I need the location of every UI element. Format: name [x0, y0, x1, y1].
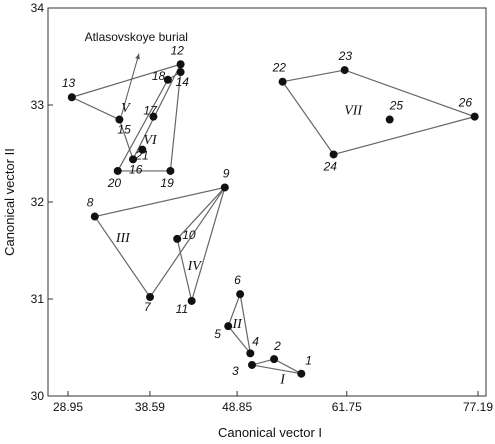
- point-label-24: 24: [323, 159, 338, 173]
- point-label-22: 22: [272, 61, 287, 75]
- data-point-8: [90, 212, 99, 221]
- data-point-1: [297, 369, 306, 378]
- point-label-3: 3: [232, 364, 239, 378]
- data-point-7: [146, 293, 155, 302]
- point-label-21: 21: [134, 149, 148, 163]
- data-point-17: [149, 112, 158, 121]
- point-label-5: 5: [214, 327, 221, 341]
- data-point-2: [270, 355, 279, 364]
- data-point-20: [113, 166, 122, 175]
- point-label-2: 2: [273, 339, 281, 353]
- data-point-4: [246, 349, 255, 358]
- y-axis-label: Canonical vector II: [2, 148, 17, 256]
- data-point-15: [115, 115, 124, 124]
- data-point-24: [329, 150, 338, 159]
- point-label-23: 23: [338, 49, 353, 63]
- point-label-9: 9: [223, 166, 230, 180]
- x-axis-label: Canonical vector I: [218, 425, 322, 440]
- point-label-11: 11: [176, 302, 188, 316]
- point-label-26: 26: [458, 96, 473, 110]
- y-tick-label: 30: [31, 389, 45, 403]
- group-label-iii: III: [115, 231, 131, 246]
- point-label-10: 10: [182, 228, 196, 242]
- data-point-10: [173, 234, 182, 243]
- data-point-18: [163, 75, 172, 84]
- x-tick-label: 77.19: [463, 400, 493, 414]
- point-label-14: 14: [176, 75, 190, 89]
- point-label-17: 17: [143, 104, 158, 118]
- group-label-v: V: [121, 101, 131, 116]
- group-label-iv: IV: [187, 259, 203, 274]
- point-label-20: 20: [107, 176, 122, 190]
- data-point-5: [224, 322, 233, 331]
- data-point-12: [176, 60, 185, 69]
- point-label-15: 15: [117, 123, 131, 137]
- x-tick-label: 28.95: [53, 400, 83, 414]
- group-iii-hull: [93, 186, 227, 299]
- point-label-25: 25: [389, 99, 404, 113]
- data-point-26: [470, 112, 479, 121]
- group-label-vi: VI: [143, 133, 158, 148]
- plot-frame: [47, 7, 487, 397]
- x-tick-label: 48.85: [222, 400, 252, 414]
- group-label-ii: II: [231, 317, 243, 332]
- data-point-14: [176, 68, 185, 77]
- data-point-9: [220, 183, 229, 192]
- x-tick-label: 61.75: [332, 400, 362, 414]
- point-label-6: 6: [234, 273, 241, 287]
- group-label-i: I: [279, 372, 286, 387]
- point-label-4: 4: [252, 334, 259, 348]
- data-point-23: [340, 66, 349, 75]
- group-hulls: [70, 63, 477, 375]
- annotation-label: Atlasovskoye burial: [85, 30, 188, 44]
- data-point-6: [236, 290, 245, 299]
- data-point-22: [278, 77, 287, 86]
- group-iv-hull: [176, 187, 226, 304]
- point-label-12: 12: [171, 43, 185, 57]
- point-label-1: 1: [305, 354, 312, 368]
- data-point-16: [129, 155, 138, 164]
- x-tick-label: 38.59: [135, 400, 165, 414]
- group-label-vii: VII: [344, 104, 363, 119]
- group-vi-hull: [116, 70, 182, 172]
- data-point-11: [187, 296, 196, 305]
- group-ii-hull: [227, 291, 252, 356]
- data-point-3: [248, 360, 257, 369]
- data-point-19: [166, 166, 175, 175]
- group-i-hull: [251, 358, 302, 375]
- y-tick-label: 33: [31, 98, 45, 112]
- point-label-8: 8: [87, 196, 94, 210]
- y-tick-label: 34: [31, 1, 45, 15]
- point-label-16: 16: [129, 162, 143, 176]
- annotation: Atlasovskoye burial: [85, 30, 188, 116]
- annotation-arrow: [120, 53, 140, 116]
- point-label-19: 19: [160, 176, 174, 190]
- data-point-25: [385, 115, 394, 124]
- data-point-21: [138, 145, 147, 154]
- point-label-7: 7: [144, 300, 152, 314]
- group-vii-hull: [281, 69, 477, 156]
- point-label-18: 18: [152, 69, 166, 83]
- y-tick-label: 32: [31, 195, 45, 209]
- point-label-13: 13: [62, 76, 76, 90]
- y-tick-label: 31: [31, 292, 45, 306]
- data-point-13: [67, 93, 76, 102]
